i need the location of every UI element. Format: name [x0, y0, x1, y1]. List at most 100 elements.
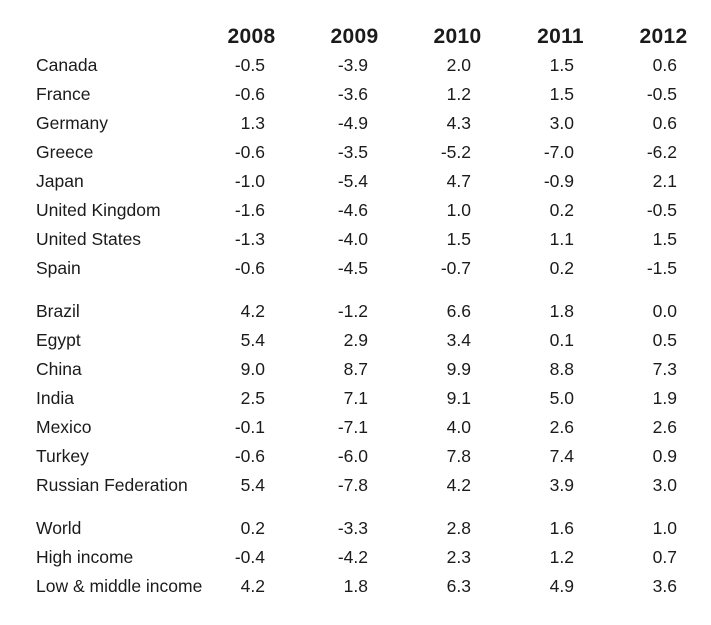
value-cell: -5.2	[440, 141, 471, 162]
table-row: Brazil 4.2 -1.2 6.6 1.8 0.0	[36, 297, 711, 326]
table-row: Spain -0.6 -4.5 -0.7 0.2 -1.5	[36, 254, 711, 283]
group-separator	[36, 283, 711, 297]
value-cell: -0.6	[234, 83, 265, 104]
row-label: World	[36, 517, 82, 538]
row-label: Russian Federation	[36, 474, 188, 495]
value-cell: 6.6	[446, 300, 471, 321]
value-cell: -6.2	[646, 141, 677, 162]
value-cell: 1.5	[652, 228, 677, 249]
value-cell: 2.9	[343, 329, 368, 350]
row-label: Egypt	[36, 329, 81, 350]
value-cell: -5.4	[337, 170, 368, 191]
row-label: Greece	[36, 141, 94, 162]
value-cell: 0.2	[240, 517, 265, 538]
value-cell: -0.6	[234, 141, 265, 162]
table-row: Egypt 5.4 2.9 3.4 0.1 0.5	[36, 326, 711, 355]
value-cell: -1.5	[646, 257, 677, 278]
value-cell: 4.2	[446, 474, 471, 495]
value-cell: 4.9	[549, 575, 574, 596]
value-cell: 4.2	[240, 575, 265, 596]
value-cell: 2.6	[652, 416, 677, 437]
value-cell: 4.2	[240, 300, 265, 321]
value-cell: 3.0	[549, 112, 574, 133]
value-cell: 7.4	[549, 445, 574, 466]
value-cell: -3.6	[337, 83, 368, 104]
column-header-year: 2009	[330, 25, 379, 48]
value-cell: 0.6	[652, 112, 677, 133]
growth-data-table: 2008 2009 2010 2011 2012 Canada -0.5 -3.9 2.0 1.5…	[36, 22, 711, 601]
table-row: World 0.2 -3.3 2.8 1.6 1.0	[36, 514, 711, 543]
value-cell: 1.2	[446, 83, 471, 104]
row-label: United Kingdom	[36, 199, 161, 220]
value-cell: -1.6	[234, 199, 265, 220]
table-row: Germany 1.3 -4.9 4.3 3.0 0.6	[36, 109, 711, 138]
value-cell: 1.5	[549, 83, 574, 104]
table-row: Canada -0.5 -3.9 2.0 1.5 0.6	[36, 51, 711, 80]
value-cell: -0.6	[234, 257, 265, 278]
value-cell: -0.5	[234, 54, 265, 75]
value-cell: 1.6	[549, 517, 574, 538]
value-cell: 1.0	[446, 199, 471, 220]
value-cell: -6.0	[337, 445, 368, 466]
value-cell: -4.5	[337, 257, 368, 278]
table-row: India 2.5 7.1 9.1 5.0 1.9	[36, 384, 711, 413]
value-cell: 1.1	[549, 228, 574, 249]
value-cell: 1.8	[549, 300, 574, 321]
value-cell: -0.1	[234, 416, 265, 437]
value-cell: 1.0	[652, 517, 677, 538]
value-cell: -4.2	[337, 546, 368, 567]
table-row: Russian Federation 5.4 -7.8 4.2 3.9 3.0	[36, 471, 711, 500]
value-cell: -0.5	[646, 199, 677, 220]
value-cell: 0.7	[652, 546, 677, 567]
value-cell: 0.0	[652, 300, 677, 321]
column-header-year: 2011	[537, 25, 584, 48]
table-row: High income -0.4 -4.2 2.3 1.2 0.7	[36, 543, 711, 572]
table-row: Mexico -0.1 -7.1 4.0 2.6 2.6	[36, 413, 711, 442]
value-cell: -1.2	[337, 300, 368, 321]
value-cell: 1.3	[240, 112, 265, 133]
value-cell: -0.7	[440, 257, 471, 278]
value-cell: 3.9	[549, 474, 574, 495]
value-cell: -7.0	[543, 141, 574, 162]
value-cell: 2.8	[446, 517, 471, 538]
value-cell: 1.2	[549, 546, 574, 567]
value-cell: 9.1	[446, 387, 471, 408]
value-cell: 5.4	[240, 329, 265, 350]
value-cell: -7.1	[337, 416, 368, 437]
value-cell: 1.8	[343, 575, 368, 596]
value-cell: 0.5	[652, 329, 677, 350]
value-cell: -0.4	[234, 546, 265, 567]
value-cell: 7.8	[446, 445, 471, 466]
group-separator	[36, 500, 711, 514]
value-cell: 3.0	[652, 474, 677, 495]
value-cell: 4.7	[446, 170, 471, 191]
value-cell: -3.9	[337, 54, 368, 75]
value-cell: 1.5	[446, 228, 471, 249]
value-cell: 1.9	[652, 387, 677, 408]
value-cell: -0.9	[543, 170, 574, 191]
value-cell: 8.8	[549, 358, 574, 379]
column-header-year: 2012	[639, 25, 688, 48]
value-cell: 5.0	[549, 387, 574, 408]
row-label: India	[36, 387, 74, 408]
value-cell: -4.0	[337, 228, 368, 249]
value-cell: 7.3	[652, 358, 677, 379]
value-cell: 0.1	[549, 329, 574, 350]
row-label: China	[36, 358, 82, 379]
table-row: United Kingdom -1.6 -4.6 1.0 0.2 -0.5	[36, 196, 711, 225]
value-cell: -0.5	[646, 83, 677, 104]
value-cell: 0.6	[652, 54, 677, 75]
value-cell: -4.6	[337, 199, 368, 220]
row-label: France	[36, 83, 91, 104]
row-label: Mexico	[36, 416, 92, 437]
row-label: Low & middle income	[36, 575, 203, 596]
table-row: Low & middle income 4.2 1.8 6.3 4.9 3.6	[36, 572, 711, 601]
value-cell: 2.3	[446, 546, 471, 567]
value-cell: 0.2	[549, 257, 574, 278]
row-label: Japan	[36, 170, 84, 191]
value-cell: 4.3	[446, 112, 471, 133]
column-header-year: 2008	[227, 25, 276, 48]
value-cell: -3.5	[337, 141, 368, 162]
row-label: Canada	[36, 54, 98, 75]
value-cell: 3.4	[446, 329, 471, 350]
